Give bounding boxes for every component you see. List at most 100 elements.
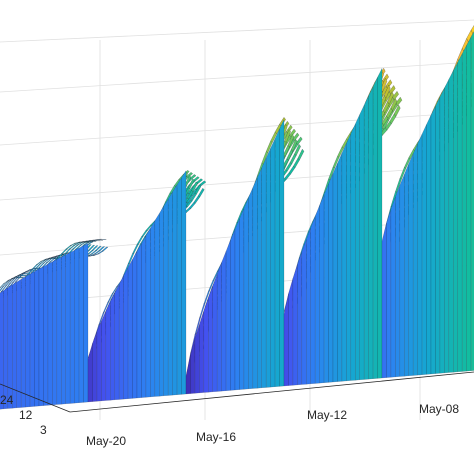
surface-skirt — [87, 343, 93, 403]
surface-skirt — [301, 239, 307, 385]
surface-skirt — [448, 70, 454, 373]
surface-skirt — [78, 245, 84, 403]
surface-skirt — [439, 88, 445, 374]
surface-skirt — [377, 68, 383, 379]
surface-skirt — [217, 262, 222, 392]
surface-skirt — [248, 187, 253, 390]
surface-skirt — [266, 148, 271, 388]
surface-skirt — [52, 259, 57, 406]
surface-patch — [289, 128, 296, 138]
surface-patch — [390, 97, 398, 111]
surface-patch — [294, 143, 301, 157]
surface-skirt — [372, 77, 378, 379]
surface-skirt — [355, 114, 360, 381]
surface-skirt — [364, 95, 369, 380]
surface-patch — [384, 84, 391, 99]
surface-skirt — [119, 275, 124, 400]
surface-patch — [86, 241, 94, 243]
surface-patch — [295, 136, 303, 145]
surface-skirt — [136, 243, 142, 399]
surface-patch — [189, 174, 197, 180]
surface-skirt — [29, 271, 35, 407]
surface-skirt — [199, 310, 204, 394]
surface-skirt — [172, 184, 178, 396]
surface-patch — [388, 85, 396, 95]
surface-skirt — [34, 268, 40, 407]
surface-patch — [101, 246, 109, 252]
surface-skirt — [444, 79, 449, 374]
surface-skirt — [123, 267, 129, 400]
surface-skirt — [203, 298, 209, 393]
surface-skirt — [92, 331, 98, 402]
surface-skirt — [70, 250, 75, 404]
surface-skirt — [337, 153, 343, 382]
y-tick-label: 12 — [19, 408, 33, 422]
surface-skirt — [426, 115, 432, 375]
surface-patch — [394, 104, 401, 117]
surface-patch — [192, 176, 200, 182]
x-tick-label: May-12 — [307, 408, 347, 422]
surface-patch — [93, 240, 100, 242]
surface-skirt — [457, 53, 463, 372]
axes — [0, 371, 474, 413]
surface-patch — [285, 124, 293, 134]
surface-skirt — [185, 354, 191, 395]
surface-skirt — [239, 208, 245, 390]
surface-skirt — [154, 212, 160, 397]
surface-skirt — [359, 105, 365, 380]
surface-skirt — [176, 177, 182, 395]
surface-skirt — [466, 37, 472, 372]
surface-skirt — [328, 173, 334, 383]
surface-patch — [83, 241, 90, 243]
surface-skirt — [65, 252, 71, 404]
surface-skirt — [274, 128, 280, 387]
surface-patch — [90, 240, 97, 242]
surface-skirt — [315, 205, 320, 384]
surface-skirt — [435, 96, 441, 374]
surface-patch — [88, 244, 96, 251]
y-tick-label: 3 — [40, 423, 47, 437]
surface-skirt — [306, 227, 311, 385]
surface-patch — [392, 90, 399, 101]
surface-skirt — [288, 278, 294, 386]
surface-skirt — [430, 106, 436, 375]
x-tick-label: May-16 — [196, 430, 236, 444]
surface-patch — [191, 181, 198, 192]
surface-skirt — [56, 256, 62, 405]
surface-skirt — [243, 197, 249, 390]
surface-skirt — [350, 123, 356, 381]
surface-patch — [470, 25, 474, 35]
surface-skirt — [257, 167, 262, 389]
surface-skirt — [368, 86, 374, 380]
y-tick-label: 24 — [0, 393, 14, 407]
surface-skirt — [110, 292, 115, 401]
surface-patch — [91, 245, 99, 251]
surface-skirt — [279, 119, 285, 387]
surface-skirt — [399, 174, 405, 377]
grid-line — [0, 111, 474, 146]
surface-patch — [199, 180, 207, 186]
surface-patch — [279, 116, 286, 127]
surface-skirt — [310, 216, 316, 384]
surface-skirt — [43, 263, 49, 406]
surface-skirt — [234, 218, 240, 391]
x-tick-label: May-08 — [419, 402, 459, 416]
x-axis-line — [69, 371, 474, 413]
surface-skirt — [132, 250, 138, 399]
surface-skirt — [297, 251, 302, 386]
surface-skirt — [270, 138, 276, 388]
surface-patch — [387, 91, 394, 105]
surface-skirt — [163, 198, 169, 396]
surface-skirt — [74, 247, 80, 404]
surface-skirt — [0, 290, 4, 410]
surface-patch — [395, 96, 403, 107]
surface-skirt — [105, 301, 111, 401]
surface-skirt — [381, 222, 387, 379]
surface-skirt — [208, 285, 213, 393]
surface-patch — [196, 178, 203, 184]
surface-skirt — [417, 133, 423, 376]
surface-skirt — [408, 153, 414, 376]
surface-skirt — [404, 163, 409, 377]
surface-skirt — [225, 240, 231, 391]
